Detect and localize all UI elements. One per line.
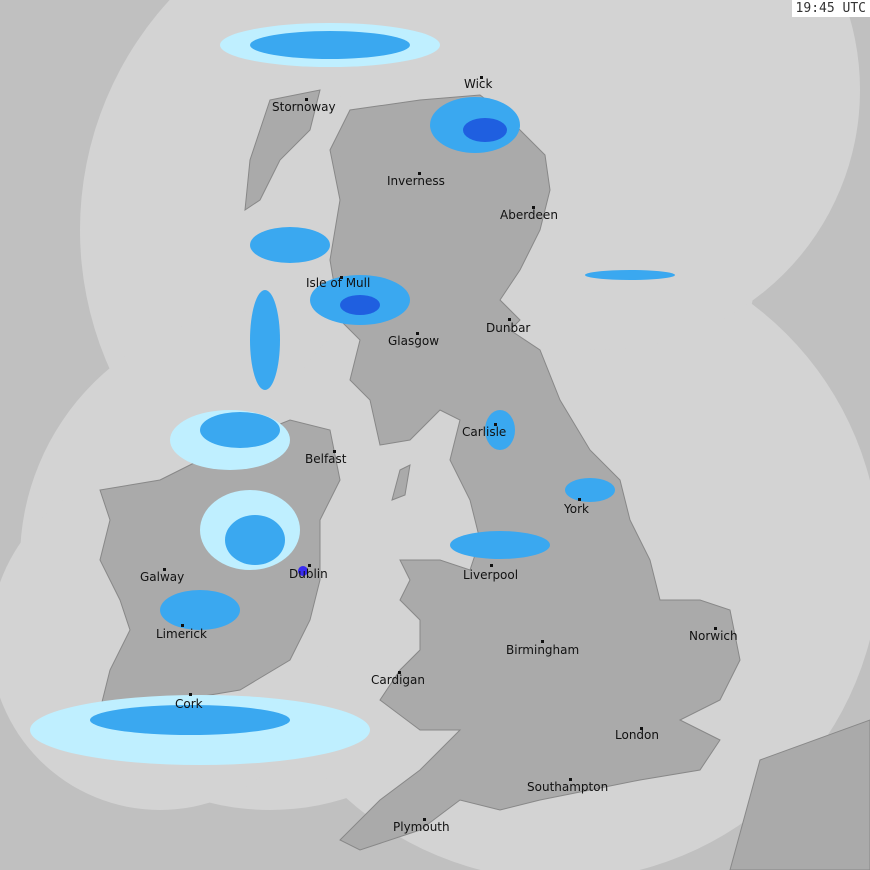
timestamp: 19:45 UTC: [791, 0, 870, 17]
city-marker: [508, 318, 511, 321]
city-label: Cork: [175, 697, 203, 711]
city-marker: [418, 172, 421, 175]
city-marker: [416, 332, 419, 335]
city-label: Norwich: [689, 629, 738, 643]
city-label: York: [564, 502, 589, 516]
city-label: Wick: [464, 77, 493, 91]
city-marker: [532, 206, 535, 209]
city-marker: [189, 693, 192, 696]
city-label: London: [615, 728, 659, 742]
city-label: Dunbar: [486, 321, 531, 335]
city-marker: [340, 276, 343, 279]
city-marker: [423, 818, 426, 821]
city-label: Stornoway: [272, 100, 336, 114]
city-label: Plymouth: [393, 820, 450, 834]
great-britain-land: [329, 94, 741, 851]
city-label: Glasgow: [388, 334, 440, 348]
outer-hebrides-land: [244, 89, 321, 212]
city-label: Aberdeen: [500, 208, 558, 222]
city-label: Carlisle: [462, 425, 507, 439]
city-marker: [640, 727, 643, 730]
city-label: Belfast: [305, 452, 347, 466]
city-marker: [494, 423, 497, 426]
city-marker: [541, 640, 544, 643]
city-marker: [308, 564, 311, 567]
city-label: Liverpool: [463, 568, 519, 582]
city-marker: [480, 76, 483, 79]
city-label: Cardigan: [371, 673, 425, 687]
city-label: Limerick: [156, 627, 207, 641]
city-label: Birmingham: [506, 643, 580, 657]
city-marker: [163, 568, 166, 571]
rain-echoes: [30, 23, 675, 765]
city-label: Dublin: [289, 567, 328, 581]
isle-of-man-land: [391, 464, 411, 501]
city-marker: [714, 627, 717, 630]
city-marker: [305, 98, 308, 101]
city-marker: [398, 671, 401, 674]
city-marker: [490, 564, 493, 567]
city-marker: [578, 498, 581, 501]
city-marker: [181, 624, 184, 627]
city-label: Southampton: [527, 780, 609, 794]
city-marker: [333, 450, 336, 453]
city-label: Inverness: [387, 174, 445, 188]
ireland-land: [99, 419, 341, 721]
city-label: Isle of Mull: [306, 276, 371, 290]
city-marker: [569, 778, 572, 781]
city-label: Galway: [140, 570, 185, 584]
continent-land: [729, 719, 870, 870]
